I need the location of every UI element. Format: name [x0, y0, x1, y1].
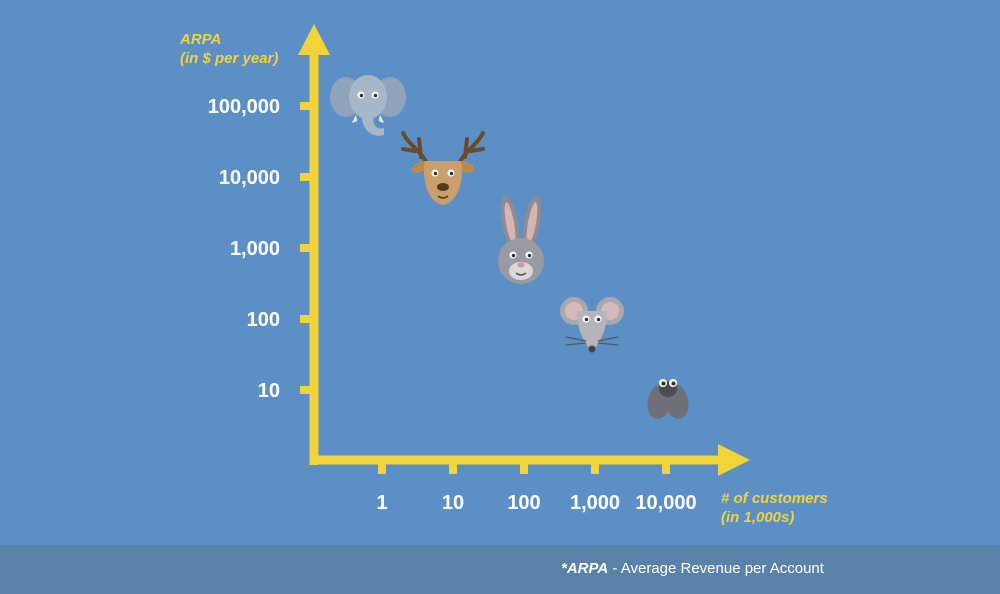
y-tick-label: 10	[258, 380, 280, 402]
footnote: *ARPA - Average Revenue per Account	[561, 560, 824, 577]
x-tick-label: 1,000	[570, 492, 620, 514]
y-axis-label-line-1: ARPA	[180, 31, 222, 48]
y-tick-label: 100,000	[208, 96, 280, 118]
chart-plot: 10 100 1,000 10,000 100,000 1 10 100 1,000 10,00…	[208, 24, 750, 514]
footnote-term: *ARPA	[561, 560, 609, 577]
x-tick-label: 100	[507, 492, 540, 514]
x-axis-ticks: 1 10 100 1,000 10,000	[376, 460, 697, 514]
x-tick-label: 1	[376, 492, 387, 514]
elephant-icon	[330, 75, 406, 136]
y-tick-label: 10,000	[219, 167, 280, 189]
x-axis-arrow	[718, 444, 750, 476]
y-tick-label: 100	[247, 309, 280, 331]
mouse-icon	[560, 297, 624, 353]
y-tick-label: 1,000	[230, 238, 280, 260]
deer-icon	[401, 131, 485, 205]
footer-bar: *ARPA - Average Revenue per Account	[0, 545, 1000, 594]
x-axis-label-line-1: # of customers	[721, 490, 828, 507]
x-tick-label: 10	[442, 492, 464, 514]
footnote-definition: - Average Revenue per Account	[608, 560, 824, 577]
y-axis-label-line-2: (in $ per year)	[180, 50, 279, 67]
y-axis-arrow	[298, 24, 330, 55]
x-axis-label-line-2: (in 1,000s)	[721, 509, 795, 526]
rabbit-icon	[498, 195, 544, 284]
y-axis-ticks: 10 100 1,000 10,000 100,000	[208, 96, 314, 402]
x-tick-label: 10,000	[635, 492, 696, 514]
fly-icon	[647, 379, 689, 419]
data-points	[330, 75, 689, 419]
